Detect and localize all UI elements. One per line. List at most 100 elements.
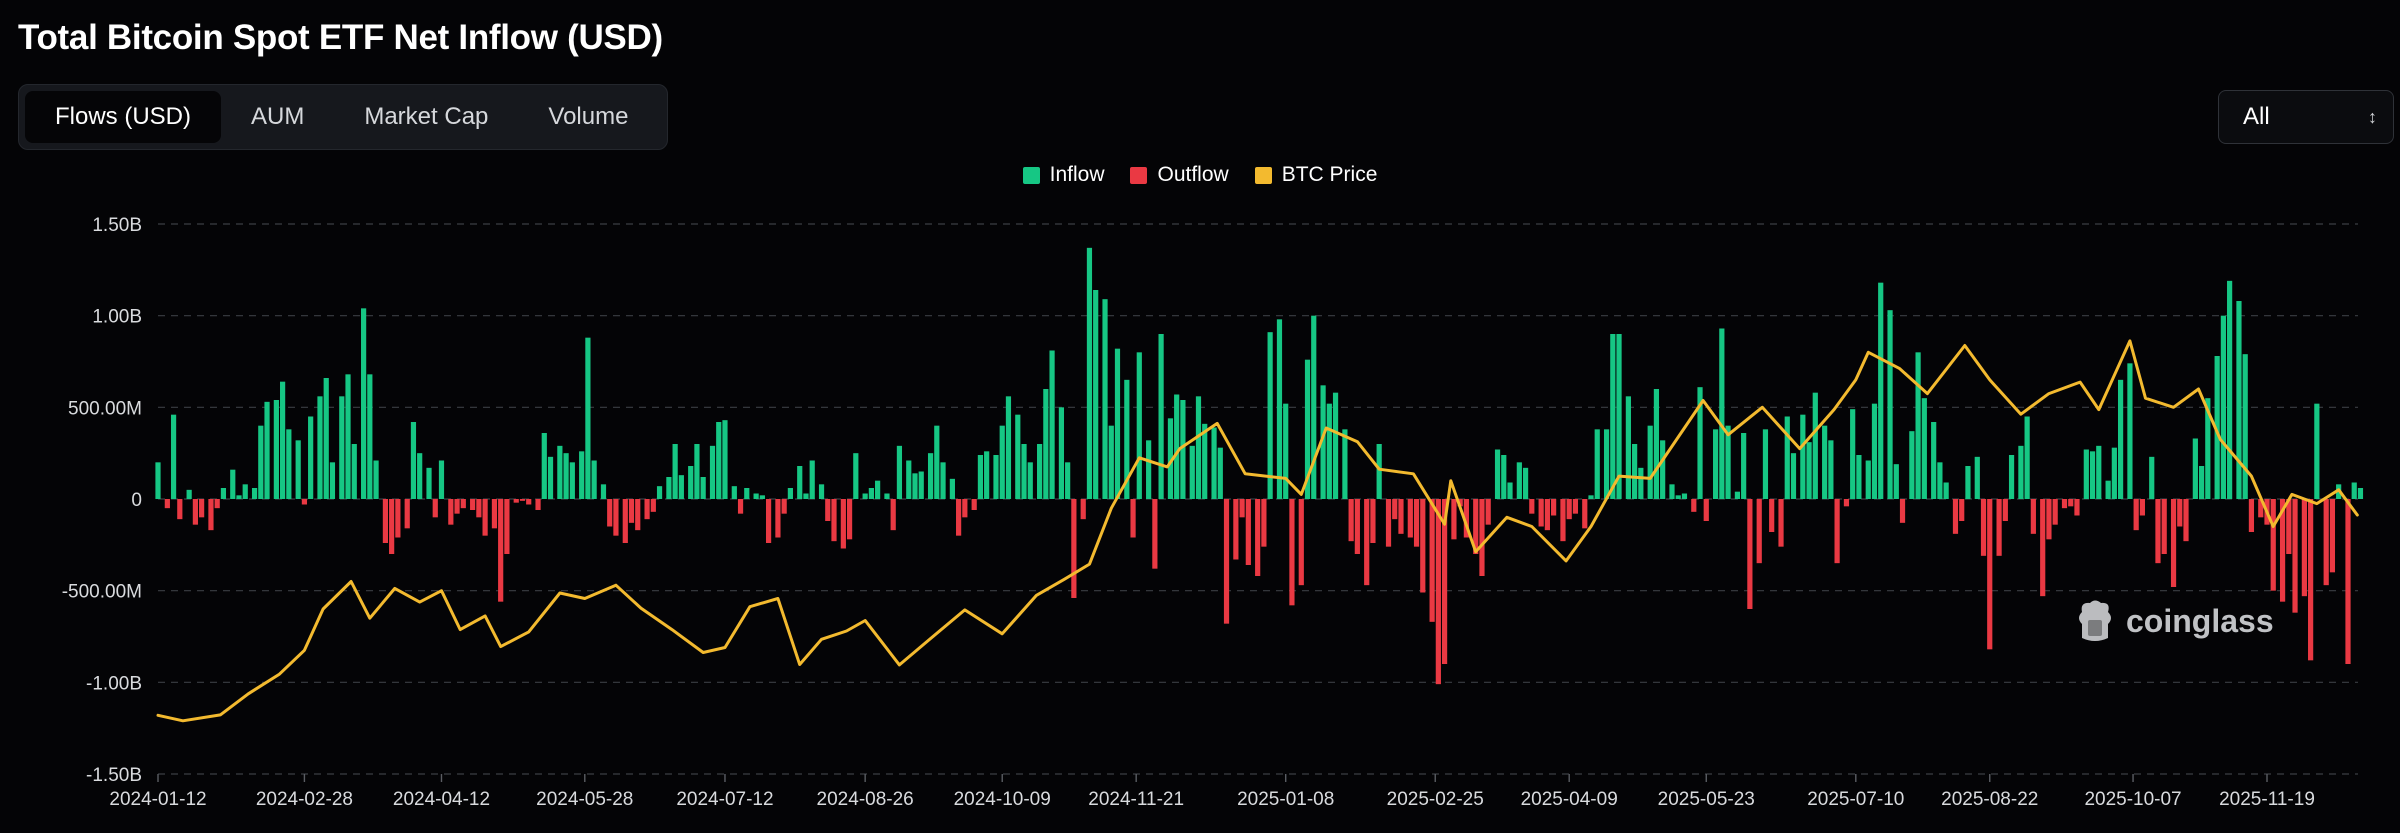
- y-tick-label: -1.00B: [86, 673, 142, 694]
- outflow-bar: [1479, 499, 1485, 576]
- outflow-bar: [1239, 499, 1245, 518]
- outflow-bar: [2177, 499, 2183, 527]
- inflow-bar: [1086, 247, 1093, 499]
- outflow-bar: [1289, 499, 1295, 606]
- inflow-bar: [1195, 396, 1202, 499]
- range-select-value: All: [2243, 103, 2270, 130]
- x-tick-label: 2025-10-07: [2084, 789, 2181, 810]
- tab-flows[interactable]: Flows (USD): [25, 91, 221, 143]
- inflow-bar: [1311, 315, 1317, 499]
- outflow-bar: [2030, 499, 2036, 534]
- tab-aum[interactable]: AUM: [251, 103, 305, 130]
- outflow-bar: [1130, 499, 1136, 538]
- x-tick-label: 2024-01-12: [109, 789, 206, 810]
- btc-price-line: [156, 339, 2359, 723]
- page-title: Total Bitcoin Spot ETF Net Inflow (USD): [18, 18, 663, 57]
- inflow-bar: [1943, 482, 1949, 499]
- inflow-bar: [884, 493, 890, 499]
- tab-volume[interactable]: Volume: [548, 103, 629, 130]
- inflow-bar: [1507, 482, 1513, 499]
- x-tick-label: 2025-04-09: [1521, 789, 1618, 810]
- outflow-bar: [491, 499, 498, 529]
- inflow-bar: [251, 488, 258, 499]
- y-tick-label: -500.00M: [62, 582, 142, 603]
- inflow-bar: [1850, 409, 1856, 499]
- outflow-bar: [1420, 499, 1426, 593]
- x-tick-label: 2025-08-22: [1941, 789, 2038, 810]
- inflow-bar: [1681, 493, 1688, 499]
- outflow-bar: [1364, 499, 1370, 586]
- y-tick-label: 500.00M: [68, 398, 142, 419]
- outflow-bar: [1071, 499, 1077, 598]
- inflow-bar: [361, 308, 367, 499]
- inflow-bar: [1616, 334, 1622, 499]
- outflow-bar: [962, 499, 968, 518]
- inflow-bar: [579, 451, 585, 499]
- inflow-bar: [410, 422, 417, 499]
- outflow-bar: [2279, 499, 2286, 602]
- inflow-bar: [1828, 440, 1834, 499]
- inflow-bar: [541, 433, 547, 499]
- outflow-bar: [199, 499, 205, 518]
- x-tick-label: 2025-11-19: [2219, 789, 2315, 810]
- x-tick-label: 2024-05-28: [536, 789, 633, 810]
- coinglass-logo-icon: [2079, 600, 2111, 641]
- outflow-bar: [214, 499, 220, 509]
- outflow-bar: [1899, 499, 1906, 523]
- legend-inflow-label: Inflow: [1049, 163, 1105, 186]
- legend-inflow-swatch: [1022, 166, 1040, 184]
- outflow-bar: [2345, 499, 2351, 664]
- range-select[interactable]: All ↕: [2218, 90, 2394, 144]
- outflow-bar: [1703, 499, 1709, 521]
- inflow-bar: [753, 493, 759, 499]
- legend-outflow-label: Outflow: [1157, 163, 1229, 186]
- legend-btc-price[interactable]: BTC Price: [1254, 160, 1377, 190]
- inflow-bar: [2111, 447, 2117, 499]
- inflow-bar: [2198, 466, 2205, 499]
- inflow-bar: [678, 475, 684, 499]
- outflow-bar: [2258, 499, 2264, 518]
- inflow-bar: [1725, 425, 1731, 499]
- inflow-bar: [875, 480, 881, 499]
- inflow-bar: [1049, 350, 1055, 499]
- inflow-bar: [329, 462, 336, 499]
- inflow-bar: [1332, 392, 1339, 499]
- btc-price-series: [156, 339, 2359, 723]
- x-tick-label: 2024-11-21: [1088, 789, 1184, 810]
- inflow-bar: [2220, 315, 2226, 499]
- outflow-bar: [1778, 499, 1784, 547]
- inflow-bar: [2127, 363, 2133, 499]
- outflow-bar: [2183, 499, 2189, 542]
- inflow-bar: [1167, 418, 1174, 499]
- inflow-bar: [1893, 464, 1899, 499]
- inflow-bar: [1713, 429, 1719, 499]
- inflow-bar: [1211, 427, 1217, 499]
- inflow-bar: [2008, 455, 2015, 499]
- outflow-bar: [831, 499, 837, 542]
- inflow-bar: [2117, 379, 2124, 499]
- inflow-bar: [1921, 398, 1927, 499]
- legend-inflow[interactable]: Inflow: [1022, 160, 1105, 190]
- outflow-bar: [622, 499, 628, 543]
- outflow-bar: [846, 499, 853, 540]
- outflow-bar: [1996, 499, 2002, 556]
- inflow-bar: [591, 460, 597, 499]
- outflow-bar: [1572, 499, 1579, 514]
- outflow-bar: [1959, 499, 1965, 521]
- outflow-bar: [2139, 499, 2145, 516]
- tab-market-cap[interactable]: Market Cap: [364, 103, 489, 130]
- outflow-bar: [2074, 499, 2080, 516]
- y-tick-label: 1.00B: [92, 307, 142, 328]
- inflow-bar: [1719, 328, 1725, 499]
- outflow-bar: [1223, 499, 1230, 624]
- outflow-bar: [1298, 499, 1304, 586]
- coinglass-watermark: coinglass: [2074, 598, 2274, 644]
- inflow-bar: [2242, 354, 2248, 499]
- outflow-bar: [840, 499, 846, 549]
- y-tick-label: 0: [131, 490, 142, 511]
- legend-outflow[interactable]: Outflow: [1130, 160, 1229, 190]
- inflow-bar: [666, 477, 672, 499]
- inflow-bar: [1093, 290, 1099, 499]
- outflow-bar: [504, 499, 510, 554]
- outflow-bar: [650, 499, 656, 512]
